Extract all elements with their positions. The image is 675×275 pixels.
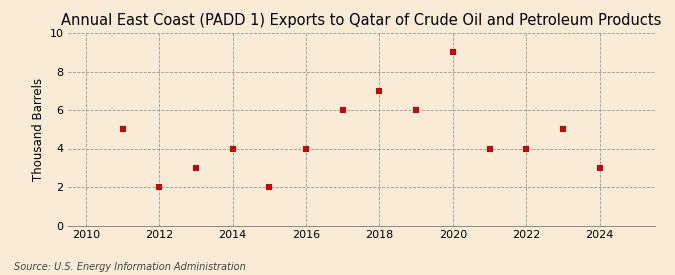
Text: Source: U.S. Energy Information Administration: Source: U.S. Energy Information Administ… bbox=[14, 262, 245, 272]
Point bbox=[264, 185, 275, 189]
Point bbox=[484, 146, 495, 151]
Point bbox=[300, 146, 311, 151]
Title: Annual East Coast (PADD 1) Exports to Qatar of Crude Oil and Petroleum Products: Annual East Coast (PADD 1) Exports to Qa… bbox=[61, 13, 662, 28]
Point bbox=[227, 146, 238, 151]
Point bbox=[154, 185, 165, 189]
Point bbox=[558, 127, 568, 131]
Point bbox=[594, 166, 605, 170]
Point bbox=[521, 146, 532, 151]
Y-axis label: Thousand Barrels: Thousand Barrels bbox=[32, 78, 45, 181]
Point bbox=[338, 108, 348, 112]
Point bbox=[190, 166, 201, 170]
Point bbox=[411, 108, 422, 112]
Point bbox=[374, 89, 385, 93]
Point bbox=[448, 50, 458, 54]
Point bbox=[117, 127, 128, 131]
